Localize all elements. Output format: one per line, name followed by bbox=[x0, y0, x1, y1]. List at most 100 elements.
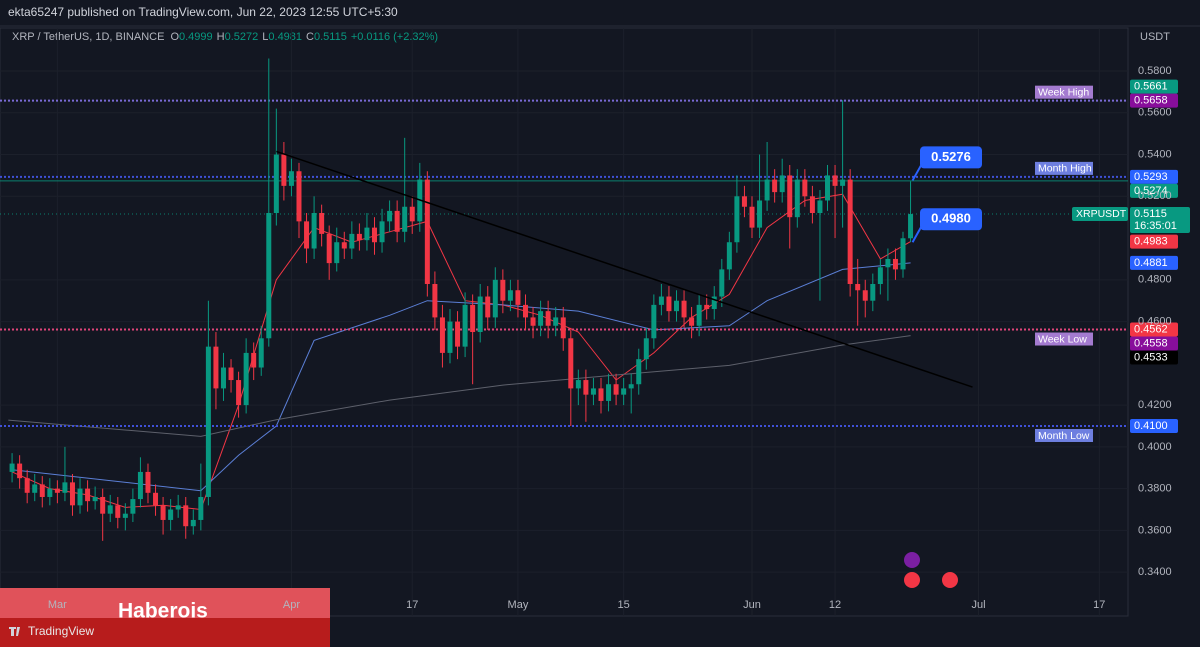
candle-body bbox=[364, 227, 370, 241]
candle-body bbox=[266, 213, 272, 339]
ohlc-value: 0.5272 bbox=[225, 31, 259, 43]
price-tag-label: 0.4100 bbox=[1134, 420, 1168, 432]
ohlc-value: 0.4999 bbox=[179, 31, 213, 43]
ohlc-value: 0.5115 bbox=[314, 31, 347, 43]
grid bbox=[0, 28, 1128, 616]
x-tick-label: Apr bbox=[283, 599, 300, 611]
candle-body bbox=[606, 384, 612, 401]
watermark: Haberois bbox=[118, 600, 208, 623]
price-tag-label: 0.4558 bbox=[1134, 337, 1168, 349]
candle-body bbox=[462, 304, 468, 347]
x-tick-label: 17 bbox=[1093, 599, 1105, 611]
symbol-tag bbox=[1072, 207, 1128, 222]
candle-body bbox=[809, 196, 815, 214]
candle-body bbox=[719, 269, 725, 297]
watermark-box bbox=[0, 588, 330, 618]
candle-body bbox=[892, 258, 898, 270]
brand: TradingView bbox=[28, 624, 94, 638]
candle-body bbox=[689, 317, 695, 326]
candle-body bbox=[115, 505, 121, 518]
candle-body bbox=[296, 171, 302, 222]
candle-body bbox=[825, 175, 831, 201]
candle-body bbox=[704, 304, 710, 310]
x-tick-label: 15 bbox=[618, 599, 630, 611]
x-tick-label: Jul bbox=[971, 599, 985, 611]
candle-body bbox=[402, 206, 408, 232]
candle-body bbox=[734, 196, 740, 243]
candle-body bbox=[900, 238, 906, 270]
brand-logo bbox=[9, 627, 20, 636]
candle-body bbox=[281, 154, 287, 186]
level-label: Week High bbox=[1038, 86, 1089, 98]
ohlc-label: O bbox=[170, 31, 179, 43]
price-tag bbox=[1130, 336, 1178, 351]
candle-body bbox=[183, 505, 189, 527]
candle-body bbox=[47, 488, 53, 497]
candle-body bbox=[175, 505, 181, 510]
level-box bbox=[1035, 161, 1093, 175]
candle-body bbox=[832, 175, 838, 186]
candle-body bbox=[432, 283, 438, 318]
y-tick-label: 0.5400 bbox=[1138, 148, 1172, 160]
candle-body bbox=[326, 233, 332, 264]
candle-body bbox=[205, 346, 211, 497]
candle-body bbox=[779, 175, 785, 193]
level-label: Month Low bbox=[1038, 430, 1090, 442]
ohlc-value: 0.4981 bbox=[268, 31, 302, 43]
candle-body bbox=[764, 179, 770, 201]
indicator-line bbox=[276, 150, 973, 388]
candles bbox=[9, 58, 914, 541]
candle-body bbox=[515, 290, 521, 305]
candle-body bbox=[636, 359, 642, 385]
symbol-label: XRPUSDT bbox=[1076, 208, 1127, 220]
candle-body bbox=[371, 227, 377, 243]
price-tag bbox=[1130, 322, 1178, 337]
countdown: 16:35:01 bbox=[1134, 220, 1177, 232]
event-icons bbox=[904, 552, 958, 588]
y-tick-label: 0.4800 bbox=[1138, 274, 1172, 286]
watermark-box bbox=[0, 618, 330, 647]
candle-body bbox=[757, 200, 763, 228]
price-tag-label: 0.5274 bbox=[1134, 185, 1168, 197]
x-tick-label: Mar bbox=[48, 599, 67, 611]
y-tick-label: 0.3600 bbox=[1138, 524, 1172, 536]
candle-body bbox=[492, 279, 498, 318]
candle-body bbox=[236, 380, 242, 406]
y-tick-label: 0.4200 bbox=[1138, 399, 1172, 411]
x-tick-label: 17 bbox=[406, 599, 418, 611]
y-tick-label: 0.5600 bbox=[1138, 107, 1172, 119]
candle-body bbox=[621, 388, 627, 395]
candle-body bbox=[409, 206, 415, 222]
candle-body bbox=[168, 509, 174, 520]
y-tick-label: 0.4600 bbox=[1138, 315, 1172, 327]
candle-body bbox=[855, 283, 861, 291]
candle-body bbox=[862, 290, 868, 301]
candle-body bbox=[681, 300, 687, 318]
callout-label: 0.5276 bbox=[931, 149, 971, 164]
candle-body bbox=[583, 380, 589, 395]
candle-body bbox=[870, 283, 876, 301]
callout-box bbox=[920, 146, 982, 169]
candle-body bbox=[545, 311, 551, 326]
y-tick-label: 0.5800 bbox=[1138, 65, 1172, 77]
candle-body bbox=[387, 210, 393, 222]
candle-body bbox=[711, 296, 717, 310]
candle-body bbox=[258, 338, 264, 368]
candle-body bbox=[62, 482, 68, 493]
candle-body bbox=[77, 488, 83, 506]
currency: USDT bbox=[1140, 31, 1170, 43]
price-tag-label: 0.5293 bbox=[1134, 171, 1168, 183]
y-tick-label: 0.3800 bbox=[1138, 483, 1172, 495]
candle-body bbox=[643, 338, 649, 360]
candle-body bbox=[470, 304, 476, 333]
candle-body bbox=[553, 317, 559, 326]
price-tag bbox=[1130, 93, 1178, 108]
price-tag bbox=[1130, 255, 1178, 270]
candle-body bbox=[190, 519, 196, 527]
ohlc-label: H bbox=[217, 31, 225, 43]
candle-body bbox=[802, 179, 808, 197]
candle-body bbox=[741, 196, 747, 207]
price-tag-label: 0.4533 bbox=[1134, 351, 1168, 363]
candle-body bbox=[130, 499, 136, 514]
price-tag bbox=[1130, 79, 1178, 94]
